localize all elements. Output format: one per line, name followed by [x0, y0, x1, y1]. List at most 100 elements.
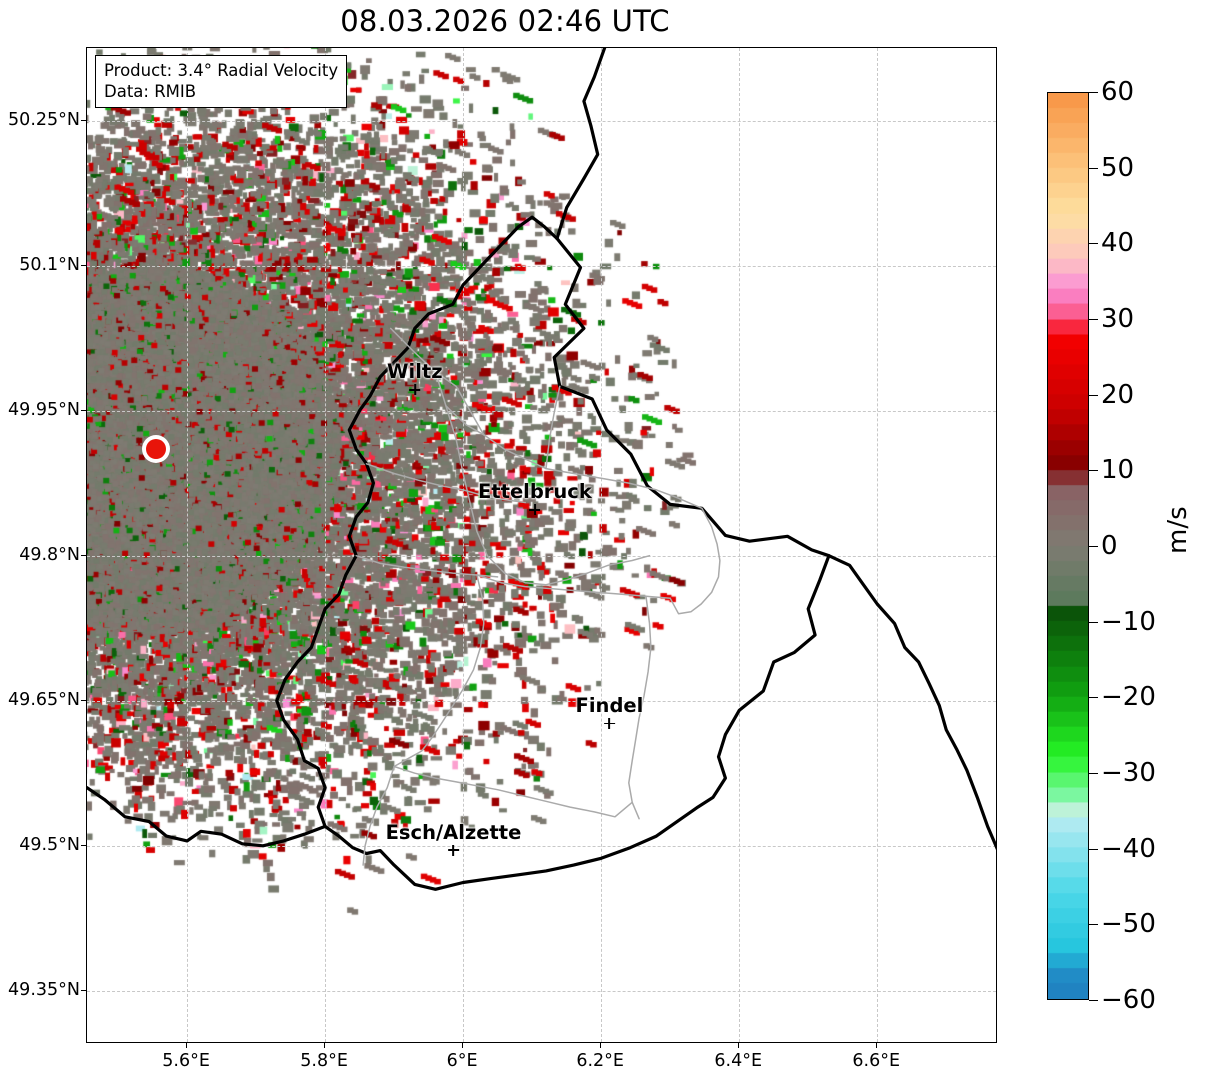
city-cross-icon	[478, 503, 592, 516]
national-border-southeast	[827, 554, 996, 850]
canton-border	[476, 574, 671, 599]
canton-border	[365, 463, 526, 504]
gridline-vertical	[877, 48, 879, 1042]
colorbar-tick-mark	[1089, 243, 1098, 245]
city-cross-icon	[387, 383, 443, 396]
y-axis-tick-label: 50.1°N	[19, 254, 80, 275]
colorbar-tick-label: −40	[1101, 833, 1156, 864]
colorbar-tick-label: −30	[1101, 758, 1156, 788]
gridline-horizontal	[87, 265, 996, 267]
y-axis-tick-label: 49.8°N	[19, 544, 80, 565]
radar-site-dot	[146, 439, 166, 460]
canton-border	[669, 507, 721, 615]
y-tick-mark	[81, 989, 86, 991]
canton-border	[434, 371, 651, 586]
gridline-horizontal	[87, 700, 996, 702]
colorbar-tick-mark	[1089, 848, 1098, 850]
page-title: 08.03.2026 02:46 UTC	[340, 4, 670, 38]
gridline-vertical	[325, 48, 327, 1042]
y-tick-mark	[81, 409, 86, 411]
city-cross-icon	[576, 717, 644, 730]
x-axis-tick-label: 5.6°E	[162, 1051, 210, 1071]
colorbar-tick-mark	[1089, 1000, 1098, 1001]
national-border-luxembourg	[275, 215, 831, 891]
city-label-esch-alzette: Esch/Alzette	[385, 820, 522, 857]
colorbar-tick-mark	[1089, 470, 1098, 472]
colorbar-tick-mark	[1089, 924, 1098, 926]
colorbar-tick-mark	[1089, 546, 1098, 547]
colorbar-tick-mark	[1089, 697, 1098, 699]
x-axis-tick-label: 6°E	[446, 1051, 478, 1071]
y-tick-mark	[81, 554, 86, 556]
city-name: Esch/Alzette	[385, 820, 522, 844]
colorbar-unit-label: m/s	[1163, 506, 1193, 554]
canton-border	[545, 385, 561, 470]
city-name: Findel	[575, 693, 644, 717]
canton-border	[393, 574, 485, 768]
canton-border	[362, 765, 395, 866]
y-axis-tick-label: 50.25°N	[8, 109, 80, 130]
info-product-line: Product: 3.4° Radial Velocity	[104, 61, 339, 80]
city-name: Ettelbruck	[477, 480, 592, 504]
national-border-north	[555, 48, 607, 241]
y-tick-mark	[81, 264, 86, 266]
canton-border	[393, 765, 633, 818]
colorbar-tick-label: 60	[1101, 77, 1135, 107]
city-name: Wiltz	[387, 360, 443, 384]
gridline-horizontal	[87, 555, 996, 557]
x-axis-tick-label: 6.4°E	[714, 1051, 763, 1071]
city-label-ettelbruck: Ettelbruck	[478, 480, 592, 516]
colorbar-tick-mark	[1089, 167, 1098, 169]
y-axis-tick-label: 49.5°N	[19, 834, 80, 855]
x-tick-mark	[462, 1043, 464, 1048]
canton-border	[389, 327, 703, 510]
canton-border	[355, 554, 499, 578]
colorbar-tick-mark	[1089, 319, 1098, 320]
y-tick-mark	[81, 119, 86, 121]
map-borders-layer	[87, 48, 996, 891]
info-data-line: Data: RMIB	[104, 82, 197, 102]
canton-border	[445, 405, 485, 436]
colorbar-tick-mark	[1089, 92, 1098, 93]
x-tick-mark	[324, 1043, 326, 1048]
colorbar-tick-label: 0	[1101, 531, 1118, 561]
x-tick-mark	[738, 1043, 740, 1048]
x-tick-mark	[186, 1043, 188, 1048]
colorbar-tick-label: 50	[1101, 152, 1135, 183]
radar-site-marker	[142, 435, 170, 464]
colorbar-tick-label: −60	[1101, 985, 1156, 1015]
gridline-vertical	[463, 48, 465, 1042]
radar-map-plot: Wiltz Ettelbruck Findel Esch/Alzette Produc…	[86, 47, 997, 1043]
y-axis-tick-label: 49.95°N	[8, 399, 80, 420]
x-axis-tick-label: 5.8°E	[300, 1051, 348, 1071]
y-axis-tick-label: 49.35°N	[8, 979, 80, 1000]
y-axis-tick-label: 49.65°N	[8, 689, 80, 710]
y-tick-mark	[81, 699, 86, 701]
colorbar-tick-label: 30	[1101, 304, 1135, 334]
city-cross-icon	[386, 844, 522, 857]
colorbar-tick-label: −20	[1101, 682, 1156, 713]
x-axis-tick-label: 6.2°E	[576, 1051, 624, 1071]
colorbar-tick-mark	[1089, 394, 1098, 396]
colorbar-gradient	[1048, 93, 1088, 999]
colorbar-tick-label: 10	[1101, 455, 1135, 486]
gridline-vertical	[739, 48, 741, 1042]
colorbar-tick-mark	[1089, 773, 1098, 774]
city-label-wiltz: Wiltz	[387, 360, 443, 396]
gridline-horizontal	[87, 990, 996, 992]
city-label-findel: Findel	[575, 693, 644, 730]
colorbar-tick-label: 40	[1101, 228, 1135, 259]
gridline-horizontal	[87, 120, 996, 122]
colorbar-tick-mark	[1089, 621, 1098, 623]
info-box: Product: 3.4° Radial Velocity Data: RMIB	[95, 55, 348, 109]
x-axis-tick-label: 6.6°E	[852, 1051, 901, 1071]
x-tick-mark	[876, 1043, 878, 1048]
gridline-horizontal	[87, 845, 996, 847]
national-border-southwest	[87, 786, 327, 848]
y-tick-mark	[81, 844, 86, 846]
plot-inner: Wiltz Ettelbruck Findel Esch/Alzette Produc…	[87, 48, 996, 1042]
colorbar-tick-label: −50	[1101, 909, 1156, 940]
x-tick-mark	[600, 1043, 602, 1048]
gridline-vertical	[187, 48, 189, 1042]
canton-border	[628, 595, 652, 820]
